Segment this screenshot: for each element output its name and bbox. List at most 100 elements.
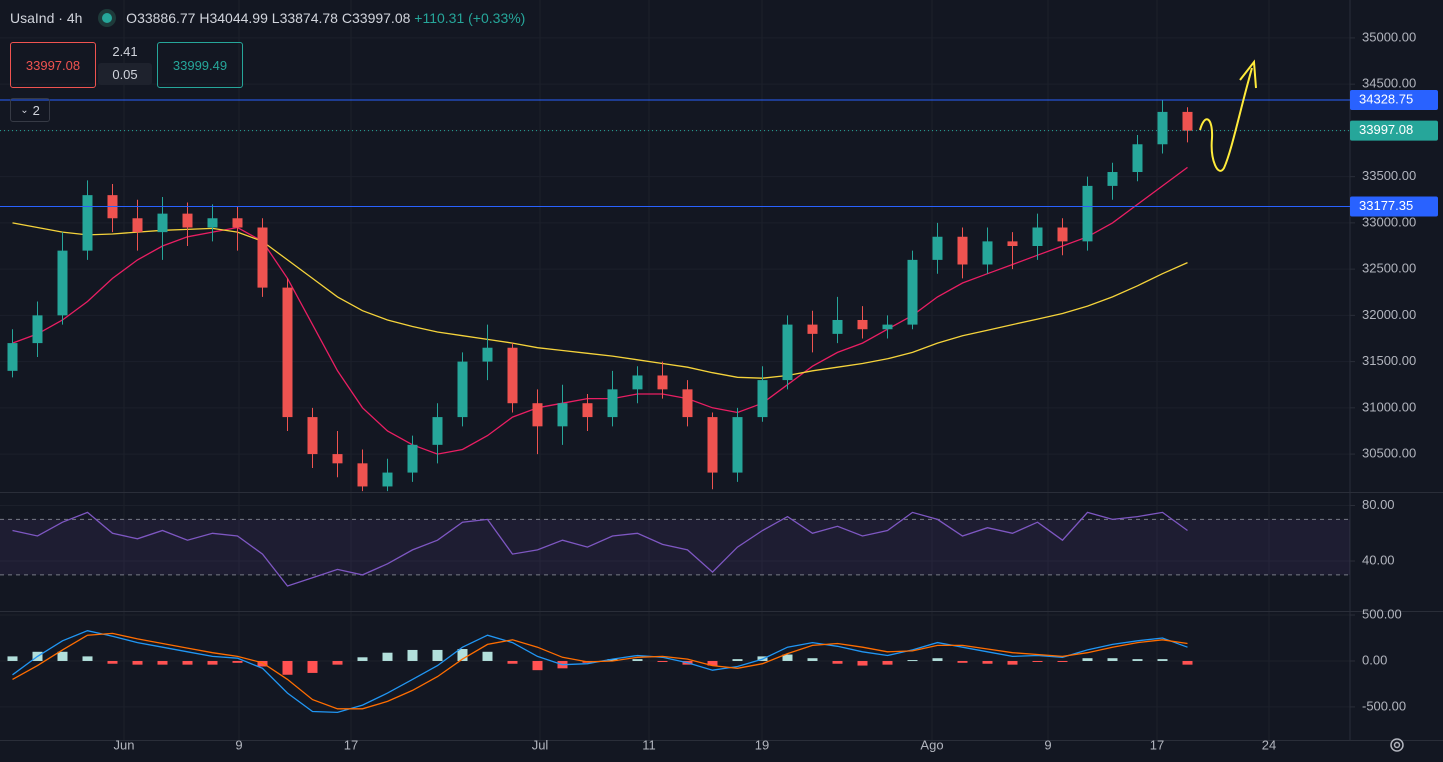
moving-average	[12, 166, 1188, 455]
y-tick-label: 0.00	[1362, 652, 1387, 667]
histogram-bar	[257, 660, 268, 667]
spread: 0.05	[98, 63, 152, 85]
candle-body	[82, 195, 93, 251]
open-value: 33886.77	[137, 10, 196, 26]
candle-body	[707, 417, 718, 473]
candle-body	[907, 259, 918, 325]
candle-body	[657, 375, 668, 390]
y-tick-label: 34500.00	[1362, 76, 1416, 91]
candle-body	[382, 472, 393, 487]
histogram-bar	[607, 659, 618, 661]
y-tick-label: 80.00	[1362, 497, 1395, 512]
candle-body	[682, 389, 693, 418]
collapse-button[interactable]: ⌄ 2	[10, 98, 50, 122]
x-tick-label: 19	[755, 737, 769, 752]
histogram-bar	[332, 660, 343, 665]
candle-body	[932, 236, 943, 260]
candle-body	[407, 444, 418, 473]
candle-body	[882, 324, 893, 330]
histogram-bar	[782, 654, 793, 661]
y-tick-label: 40.00	[1362, 552, 1395, 567]
candle-body	[7, 343, 18, 371]
histogram-bar	[1107, 658, 1118, 661]
histogram-bar	[107, 660, 118, 664]
candle-body	[357, 463, 368, 487]
candle-body	[132, 218, 143, 233]
histogram-bar	[857, 660, 868, 666]
histogram-bar	[407, 649, 418, 661]
candle-body	[1157, 111, 1168, 145]
x-tick-label: Jul	[532, 737, 549, 752]
histogram-bar	[1007, 660, 1018, 665]
candle-body	[857, 319, 868, 330]
histogram-bar	[207, 660, 218, 665]
candle-body	[1182, 111, 1193, 131]
candle-body	[257, 227, 268, 288]
annotation-curve	[1199, 67, 1253, 172]
y-tick-label: 32000.00	[1362, 307, 1416, 322]
sell-button[interactable]: 33997.08	[10, 42, 96, 88]
candle-body	[182, 213, 193, 228]
y-tick-label: -500.00	[1362, 698, 1406, 713]
candle-body	[532, 403, 543, 427]
histogram-bar	[657, 660, 668, 662]
chevron: ⌄	[20, 104, 29, 116]
x-tick-label: 17	[344, 737, 358, 752]
low-value: 33874.78	[279, 10, 338, 26]
level-label: 34328.75	[1359, 91, 1413, 106]
histogram-bar	[282, 660, 293, 675]
change: +110.31 (+0.33%)	[414, 10, 526, 26]
histogram-bar	[482, 651, 493, 661]
level-label-bg	[1350, 89, 1438, 110]
y-tick-label: 33500.00	[1362, 168, 1416, 183]
y-tick-label: 500.00	[1362, 606, 1402, 621]
y-tick-label: 33000.00	[1362, 214, 1416, 229]
settings-icon[interactable]	[1390, 738, 1404, 752]
status-dot	[102, 13, 113, 23]
candle-body	[832, 319, 843, 334]
candle-body	[207, 218, 218, 228]
x-tick-label: 11	[642, 737, 656, 752]
x-tick-label: Jun	[114, 737, 135, 752]
histogram-bar	[707, 660, 718, 666]
candle-body	[57, 250, 68, 316]
candle-body	[482, 347, 493, 362]
candle-body	[507, 347, 518, 404]
candle-body	[582, 403, 593, 418]
histogram-bar	[382, 652, 393, 661]
buy-button[interactable]: 33999.49	[157, 42, 243, 88]
y-tick-label: 31500.00	[1362, 353, 1416, 368]
level-label-bg	[1350, 196, 1438, 217]
histogram-bar	[632, 659, 643, 661]
histogram-bar	[1082, 658, 1093, 661]
histogram-bar	[1157, 659, 1168, 661]
ohlc-label: H	[199, 10, 210, 26]
ohlc-label: C	[341, 10, 352, 26]
spread: 2.41	[112, 43, 138, 59]
candle-body	[282, 287, 293, 418]
histogram-bar	[732, 659, 743, 661]
candle-body	[1007, 241, 1018, 246]
candle-body	[607, 389, 618, 418]
candle-body	[1107, 172, 1118, 186]
histogram-bar	[432, 649, 443, 661]
histogram-bar	[532, 660, 543, 671]
macd-line	[12, 630, 1188, 714]
histogram-bar	[357, 657, 368, 661]
candle-body	[557, 403, 568, 427]
histogram-bar	[507, 660, 518, 664]
histogram-bar	[882, 660, 893, 665]
level-label: 33177.35	[1359, 198, 1413, 213]
x-tick-label: 17	[1150, 737, 1164, 752]
candle-body	[782, 324, 793, 381]
histogram-bar	[807, 658, 818, 661]
y-tick-label: 35000.00	[1362, 29, 1416, 44]
ohlc-label: O	[126, 10, 138, 26]
last-price-bg	[1350, 120, 1438, 141]
candle-body	[32, 315, 43, 344]
histogram-bar	[457, 649, 468, 661]
x-tick-label: 9	[1044, 737, 1051, 752]
moving-average	[12, 222, 1188, 379]
histogram-bar	[832, 660, 843, 664]
